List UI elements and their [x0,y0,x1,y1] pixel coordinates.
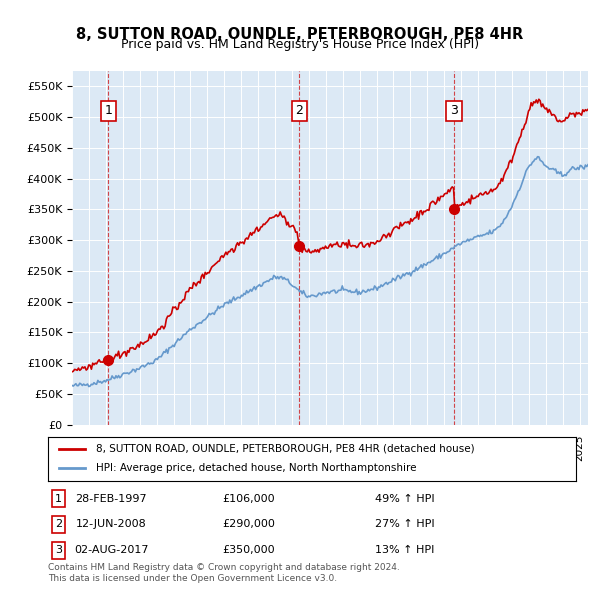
Text: Contains HM Land Registry data © Crown copyright and database right 2024.
This d: Contains HM Land Registry data © Crown c… [48,563,400,583]
Text: 8, SUTTON ROAD, OUNDLE, PETERBOROUGH, PE8 4HR: 8, SUTTON ROAD, OUNDLE, PETERBOROUGH, PE… [76,27,524,41]
Text: 49% ↑ HPI: 49% ↑ HPI [376,494,435,503]
Text: 1: 1 [104,104,112,117]
Text: 1: 1 [55,494,62,503]
Text: Price paid vs. HM Land Registry's House Price Index (HPI): Price paid vs. HM Land Registry's House … [121,38,479,51]
Text: 13% ↑ HPI: 13% ↑ HPI [376,545,435,555]
Text: 8, SUTTON ROAD, OUNDLE, PETERBOROUGH, PE8 4HR (detached house): 8, SUTTON ROAD, OUNDLE, PETERBOROUGH, PE… [95,444,474,454]
Text: 27% ↑ HPI: 27% ↑ HPI [376,519,435,529]
Text: HPI: Average price, detached house, North Northamptonshire: HPI: Average price, detached house, Nort… [95,464,416,473]
Text: £106,000: £106,000 [223,494,275,503]
Text: £290,000: £290,000 [222,519,275,529]
Text: 3: 3 [450,104,458,117]
Text: 28-FEB-1997: 28-FEB-1997 [76,494,147,503]
Text: £350,000: £350,000 [223,545,275,555]
Text: 02-AUG-2017: 02-AUG-2017 [74,545,149,555]
Text: 2: 2 [295,104,304,117]
Text: 3: 3 [55,545,62,555]
Text: 12-JUN-2008: 12-JUN-2008 [76,519,147,529]
Text: 2: 2 [55,519,62,529]
